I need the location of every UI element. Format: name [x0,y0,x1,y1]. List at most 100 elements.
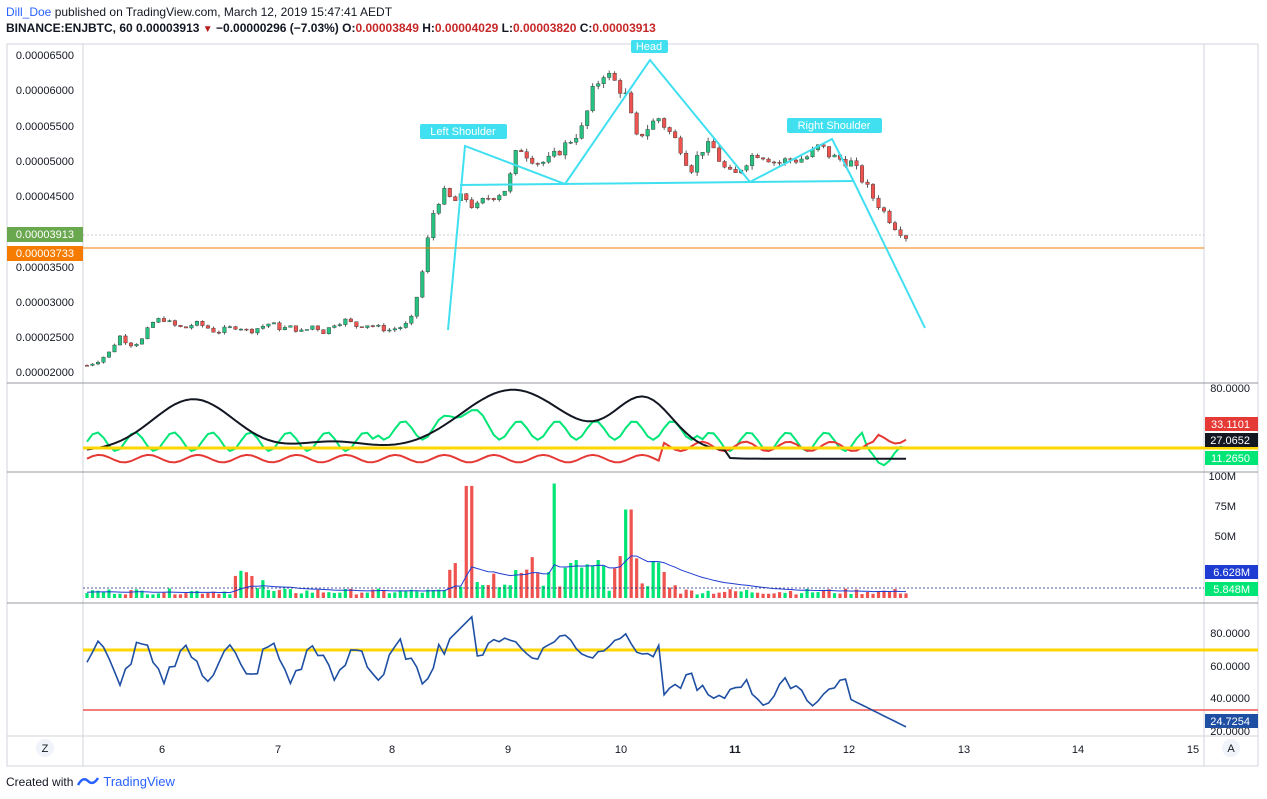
volume-bar [558,586,562,598]
candle-body [436,204,441,214]
volume-bar [189,591,194,598]
candle-body [365,325,370,328]
volume-bar [233,575,238,598]
volume-bar [481,585,485,598]
candle-body [200,321,205,326]
volume-bar [217,593,221,598]
tradingview-brand[interactable]: TradingView [103,774,175,789]
candle-body [568,142,573,144]
candle-body [876,197,881,208]
candle-body [904,235,909,239]
volume-bar [816,592,820,598]
volume-bar [453,563,457,598]
volume-bar [85,593,89,598]
price-tick: 0.00005500 [16,121,74,133]
price-tick: 0.00002500 [16,332,74,344]
time-tick-label: 9 [505,744,511,756]
osc-black-badge-text: 27.0652 [1210,435,1250,447]
z-button[interactable]: Z [42,743,49,755]
candle-body [469,199,474,208]
volume-bar [734,591,738,598]
volume-bar [365,592,369,598]
volume-bar [266,589,270,598]
candle-body [524,151,529,159]
volume-bar [162,592,166,598]
volume-bar [547,572,551,598]
osc-red-badge [1205,417,1258,431]
candle-body [310,325,315,330]
volume-bar [332,592,336,598]
volume-bar [832,593,837,598]
candle-body [376,324,381,327]
high-label: H: [422,21,435,35]
candle-body [183,326,188,329]
volume-bar [668,587,672,598]
head-and-shoulders-pattern[interactable]: Left Shoulder Head Right Shoulder [420,40,926,331]
a-button[interactable]: A [1227,743,1235,755]
down-arrow-icon: ▼ [202,24,213,35]
volume-bar [277,589,281,598]
symbol-line: BINANCE:ENJBTC, 60 0.00003913 ▼ −0.00000… [6,20,656,38]
candle-body [821,144,826,147]
volume-bar [607,590,611,598]
oscillator-lines [86,388,907,467]
candle-body [656,118,661,122]
candle-body [403,323,408,328]
volume-bar [563,567,567,598]
volume-bar [541,585,545,598]
last-price: 0.00003913 [136,21,200,35]
volume-bar [536,573,540,598]
volume-bar [382,589,386,598]
volume-bar [321,592,325,598]
volume-bar [239,570,243,598]
author-link[interactable]: Dill_Doe [6,5,52,19]
candle-body [849,160,854,167]
published-text: published on TradingView.com, March 12, … [51,5,393,19]
volume-bar [777,592,782,598]
candle-body [194,321,199,326]
volume-bar [640,583,644,598]
low-value: 0.00003820 [512,21,577,35]
time-tick-label: 13 [958,744,970,756]
volume-bar [876,591,881,598]
volume-bar [750,592,754,598]
osc-green-series [86,409,907,467]
time-axis[interactable]: 6 7 8 9 10 11 12 13 14 15 [159,744,1199,756]
volume-bar [459,586,463,598]
volume-bar [871,593,875,598]
volume-bar [261,580,265,598]
volume-bar [145,594,150,598]
a-button-bg[interactable] [1222,739,1240,757]
candle-body [744,165,749,171]
candle-body [161,318,166,322]
z-button-bg[interactable] [36,739,54,757]
candle-body [425,237,430,272]
candle-body [326,327,331,334]
volume-bar [503,584,507,598]
volume-bar [409,589,413,598]
candle-body [266,323,271,327]
candle-body [706,141,711,153]
candle-body [766,158,771,163]
volume-bar [156,593,161,598]
volume-bar [843,588,848,598]
volume-bar [706,590,710,598]
volume-bar [810,592,815,598]
candle-body [552,150,557,157]
volume-bar [360,592,364,598]
osc-green-badge [1205,451,1258,465]
volume-bar [695,594,699,598]
candle-body [84,365,89,367]
volume-bar [393,592,397,598]
volume-bar [580,567,584,598]
rsi-tick: 80.0000 [1210,628,1250,640]
candle-body [381,324,386,332]
candle-body [156,318,161,323]
price-axis[interactable]: 0.00006500 0.00006000 0.00005500 0.00005… [16,50,74,379]
volume-bar [651,561,655,598]
volume-bar [788,590,793,598]
candle-body [728,166,733,170]
volume-bar [371,589,375,598]
volume-bar [118,593,122,598]
